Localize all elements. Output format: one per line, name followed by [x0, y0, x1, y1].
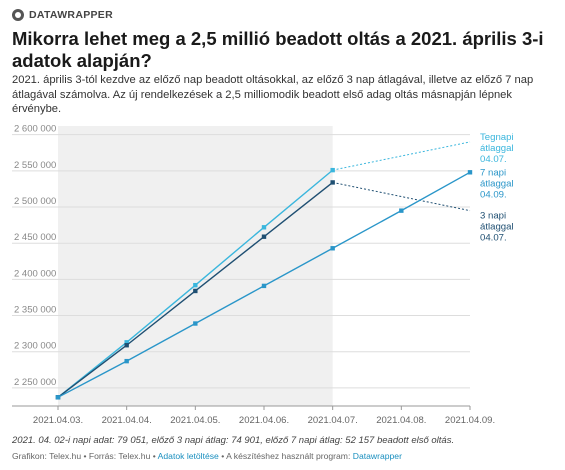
brand-name: DATAWRAPPER	[29, 9, 113, 21]
x-tick-label: 2021.04.05.	[170, 415, 220, 426]
chart-credits: Grafikon: Telex.hu • Forrás: Telex.hu • …	[12, 451, 402, 461]
data-point-het_napi	[55, 395, 61, 400]
series-label-tegnapi: átlaggal	[480, 143, 514, 154]
data-point-het_napi	[261, 283, 267, 289]
projection-line-tegnapi	[332, 141, 471, 171]
y-tick-label: 2 400 000	[14, 268, 56, 279]
data-point-het_napi	[193, 321, 198, 326]
data-point-het_napi	[124, 358, 129, 364]
data-point-harom_napi	[261, 234, 267, 239]
x-tick-label: 2021.04.09.	[445, 415, 495, 426]
data-point-het_napi	[467, 170, 473, 175]
series-label-harom_napi: átlaggal	[480, 222, 514, 233]
x-tick-label: 2021.04.07.	[308, 415, 358, 426]
datawrapper-link[interactable]: Datawrapper	[352, 451, 402, 461]
download-data-link[interactable]: Adatok letöltése	[157, 451, 219, 461]
y-tick-label: 2 300 000	[14, 341, 56, 352]
brand-header: DATAWRAPPER	[12, 9, 113, 21]
y-tick-label: 2 250 000	[14, 377, 56, 388]
y-tick-label: 2 350 000	[14, 305, 56, 316]
x-tick-label: 2021.04.04.	[102, 415, 152, 426]
chart-description: 2021. április 3-tól kezdve az előző nap …	[12, 74, 534, 115]
y-axis-ticks: 2 250 000 2 300 000 2 350 000 2 400 000 2 45…	[14, 124, 56, 388]
projection-line-harom_napi	[332, 181, 471, 212]
chart-notes: 2021. 04. 02-i napi adat: 79 051, előző …	[12, 435, 455, 446]
series-label-harom_napi: 3 napi	[480, 211, 506, 222]
credits-tool: • A készítéshez használt program:	[221, 451, 351, 461]
data-point-tegnapi	[124, 340, 129, 345]
data-point-harom_napi	[193, 288, 198, 294]
series-label-het_napi: átlaggal	[480, 178, 514, 189]
series-label-harom_napi: 04.07.	[480, 233, 507, 244]
x-tick-label: 2021.04.03.	[33, 415, 83, 426]
data-point-harom_napi	[124, 343, 129, 348]
credits-source: Grafikon: Telex.hu • Forrás: Telex.hu •	[12, 451, 156, 461]
datawrapper-logo-icon	[12, 9, 24, 21]
y-tick-label: 2 600 000	[14, 124, 56, 135]
series-label-het_napi: 04.09.	[480, 189, 507, 200]
chart-title: Mikorra lehet meg a 2,5 millió beadott o…	[12, 28, 544, 71]
y-tick-label: 2 450 000	[14, 232, 56, 243]
highlight-band	[58, 126, 333, 406]
data-point-harom_napi	[330, 180, 335, 185]
series-group	[55, 141, 473, 400]
series-label-het_napi: 7 napi	[480, 167, 506, 178]
data-point-tegnapi	[330, 167, 335, 173]
data-point-het_napi	[399, 208, 404, 213]
x-tick-label: 2021.04.06.	[239, 415, 289, 426]
series-label-tegnapi: Tegnapi	[480, 132, 514, 143]
x-tick-label: 2021.04.08.	[376, 415, 426, 426]
y-tick-label: 2 550 000	[14, 160, 56, 171]
data-point-tegnapi	[193, 282, 198, 288]
y-grid	[12, 134, 470, 407]
series-label-tegnapi: 04.07.	[480, 154, 507, 165]
x-axis-ticks: 2021.04.03. 2021.04.04. 2021.04.05. 2021.04…	[33, 406, 495, 426]
data-point-het_napi	[330, 246, 335, 251]
data-point-tegnapi	[261, 225, 267, 230]
y-tick-label: 2 500 000	[14, 196, 56, 207]
